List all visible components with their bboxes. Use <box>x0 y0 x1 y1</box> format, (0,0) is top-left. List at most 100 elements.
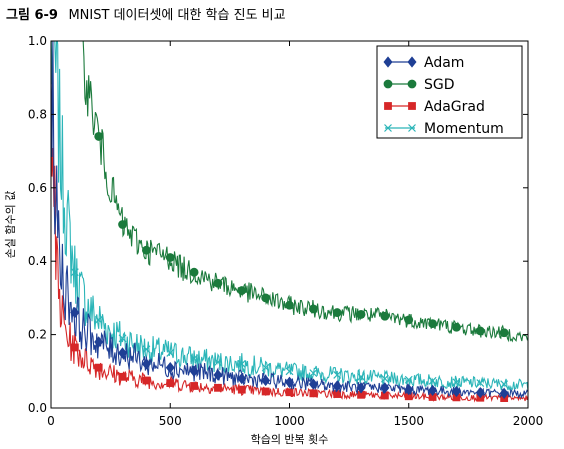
legend-label: Momentum <box>424 121 504 137</box>
marker-sgd <box>94 132 104 141</box>
marker-momentum <box>404 375 413 384</box>
marker-adam <box>404 384 414 396</box>
legend-item-adagrad: AdaGrad <box>384 99 485 115</box>
marker-momentum <box>166 349 175 357</box>
marker-sgd <box>332 308 342 317</box>
y-tick-label: 0.2 <box>28 328 47 342</box>
marker-momentum <box>190 354 199 363</box>
marker-adam <box>70 306 80 319</box>
marker-adagrad <box>190 382 199 390</box>
x-tick-label: 2000 <box>513 414 544 428</box>
y-axis-label: 손실 함수의 값 <box>4 191 17 259</box>
marker-sgd <box>118 220 127 229</box>
legend: Adam SGD AdaGrad Momentum <box>376 45 523 139</box>
marker-momentum <box>142 345 151 354</box>
legend-marker <box>407 79 417 89</box>
marker-momentum <box>500 380 509 389</box>
marker-adam <box>499 387 509 399</box>
figure-caption: MNIST 데이터셋에 대한 학습 진도 비교 <box>68 8 286 23</box>
marker-sgd <box>452 322 461 332</box>
marker-sgd <box>237 286 247 295</box>
series-line-sgd <box>82 41 528 343</box>
legend-marker <box>383 56 393 68</box>
marker-adagrad <box>118 372 127 381</box>
x-axis-label: 학습의 반복 횟수 <box>251 433 329 446</box>
marker-momentum <box>285 367 294 376</box>
marker-momentum <box>70 268 79 277</box>
marker-sgd <box>475 326 485 336</box>
x-tick-label: 0 <box>47 414 55 428</box>
x-tick-label: 1000 <box>274 414 305 428</box>
marker-adagrad <box>166 379 175 387</box>
marker-momentum <box>118 334 127 343</box>
series-momentum <box>51 41 528 391</box>
y-tick-label: 1.0 <box>28 34 47 48</box>
marker-momentum <box>237 360 246 368</box>
y-tick-label: 0.0 <box>28 401 47 415</box>
marker-momentum <box>333 371 342 379</box>
marker-adam <box>118 347 128 359</box>
legend-label: AdaGrad <box>424 99 485 115</box>
marker-adam <box>428 384 438 397</box>
marker-adagrad <box>94 363 103 372</box>
marker-momentum <box>357 372 365 381</box>
marker-sgd <box>428 319 438 328</box>
marker-sgd <box>261 293 271 303</box>
marker-momentum <box>428 376 437 385</box>
marker-sgd <box>213 278 223 288</box>
series-line-momentum <box>51 41 528 391</box>
marker-adam <box>213 369 223 381</box>
marker-momentum <box>94 315 103 324</box>
marker-adam <box>94 336 104 348</box>
marker-sgd <box>285 300 294 310</box>
marker-adam <box>451 385 461 398</box>
marker-adam <box>380 382 390 394</box>
legend-marker <box>408 102 416 110</box>
marker-sgd <box>499 328 509 338</box>
legend-box <box>376 45 523 139</box>
series-line-adagrad <box>51 140 528 403</box>
marker-adam <box>332 380 342 392</box>
marker-momentum <box>452 378 461 387</box>
marker-adam <box>356 382 366 394</box>
legend-label: Adam <box>424 55 464 71</box>
marker-adam <box>475 386 485 399</box>
x-tick-label: 500 <box>159 414 182 428</box>
series-sgd <box>82 41 528 343</box>
figure-number: 그림 6-9 <box>6 8 58 23</box>
legend-item-adam: Adam <box>383 55 464 71</box>
legend-item-sgd: SGD <box>383 77 455 93</box>
marker-adagrad <box>70 343 79 352</box>
marker-sgd <box>189 267 199 277</box>
marker-adam <box>165 361 175 374</box>
legend-item-momentum: Momentum <box>384 121 504 137</box>
marker-adam <box>141 358 151 370</box>
x-tick-label: 1500 <box>393 414 424 428</box>
legend-marker <box>407 56 417 68</box>
marker-adam <box>237 372 247 385</box>
marker-adagrad <box>261 387 270 396</box>
marker-momentum <box>476 379 485 387</box>
marker-adagrad <box>309 389 318 398</box>
marker-sgd <box>308 304 318 314</box>
series-layer <box>51 41 528 403</box>
marker-sgd <box>404 315 414 325</box>
marker-momentum <box>261 363 270 372</box>
marker-sgd <box>141 245 151 255</box>
marker-sgd <box>380 311 390 321</box>
marker-momentum <box>214 358 222 367</box>
marker-momentum <box>380 374 389 383</box>
marker-adagrad <box>142 376 151 385</box>
legend-label: SGD <box>424 77 455 93</box>
axes-layer: 0 500 1000 1500 2000 0.0 0.2 0.4 0.6 0.8 1.0 학습의 반복… <box>4 34 543 446</box>
marker-momentum <box>309 369 318 378</box>
series-adagrad <box>51 140 528 403</box>
y-tick-label: 0.6 <box>28 181 47 195</box>
marker-adam <box>189 365 199 377</box>
marker-adagrad <box>237 385 246 394</box>
series-adam <box>51 41 528 400</box>
marker-adam <box>261 374 271 387</box>
marker-adam <box>308 378 318 390</box>
legend-marker <box>408 124 416 132</box>
